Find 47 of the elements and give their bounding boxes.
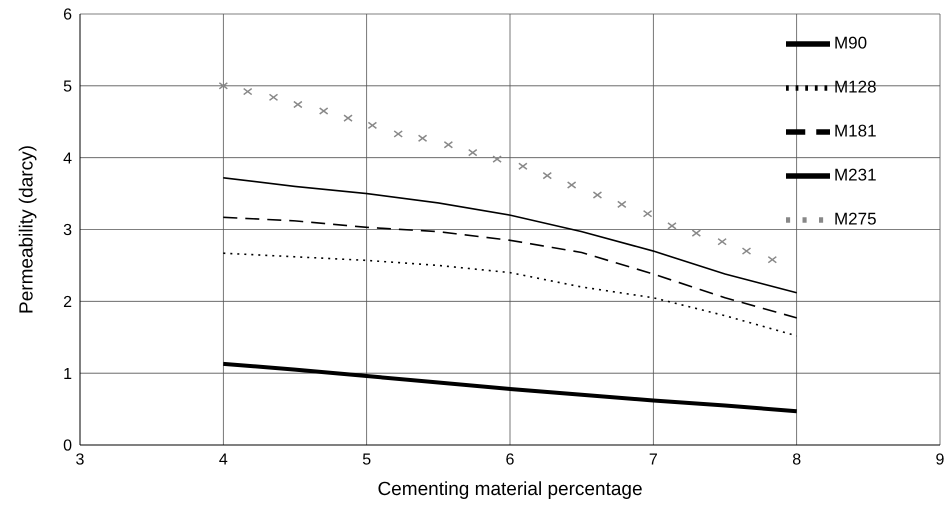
legend-label: M275	[834, 209, 877, 228]
x-tick-label: 3	[76, 451, 85, 468]
point	[318, 107, 328, 115]
point	[642, 210, 652, 218]
y-tick-label: 4	[63, 150, 72, 168]
x-tick-label: 4	[218, 451, 228, 468]
point	[768, 256, 778, 264]
point	[667, 222, 677, 230]
point	[242, 88, 252, 96]
x-tick-label: 9	[936, 451, 945, 468]
point	[566, 181, 576, 189]
y-tick-label: 2	[63, 294, 72, 312]
line-series	[221, 362, 799, 414]
point	[542, 172, 552, 180]
legend-label: M231	[834, 165, 877, 184]
point	[368, 122, 378, 130]
point	[418, 134, 428, 142]
line-series	[222, 216, 798, 319]
x-tick-label: 8	[792, 451, 802, 468]
point	[692, 229, 702, 237]
point	[468, 148, 478, 156]
point	[444, 140, 454, 148]
y-tick-label: 5	[63, 78, 72, 96]
point	[742, 247, 752, 255]
legend-label: M181	[834, 121, 877, 140]
y-axis-title: Permeability (darcy)	[16, 145, 38, 314]
x-axis-title: Cementing material percentage	[377, 479, 643, 500]
point	[218, 82, 228, 90]
x-tick-label: 6	[506, 451, 515, 468]
point	[268, 94, 278, 102]
x-tick-label: 7	[648, 451, 658, 468]
point	[293, 100, 303, 108]
x-tick-label: 5	[362, 451, 372, 468]
point	[617, 200, 627, 208]
point	[343, 114, 353, 122]
y-tick-label: 1	[63, 366, 72, 383]
y-tick-label: 6	[63, 6, 72, 24]
legend-label: M90	[834, 33, 868, 52]
y-tick-label: 0	[63, 438, 72, 455]
point	[393, 130, 403, 138]
y-tick-label: 3	[63, 222, 72, 240]
point	[492, 155, 502, 163]
line-series	[222, 176, 798, 294]
line-series	[222, 252, 798, 337]
point	[717, 238, 727, 246]
point	[518, 162, 528, 170]
point	[592, 191, 602, 199]
